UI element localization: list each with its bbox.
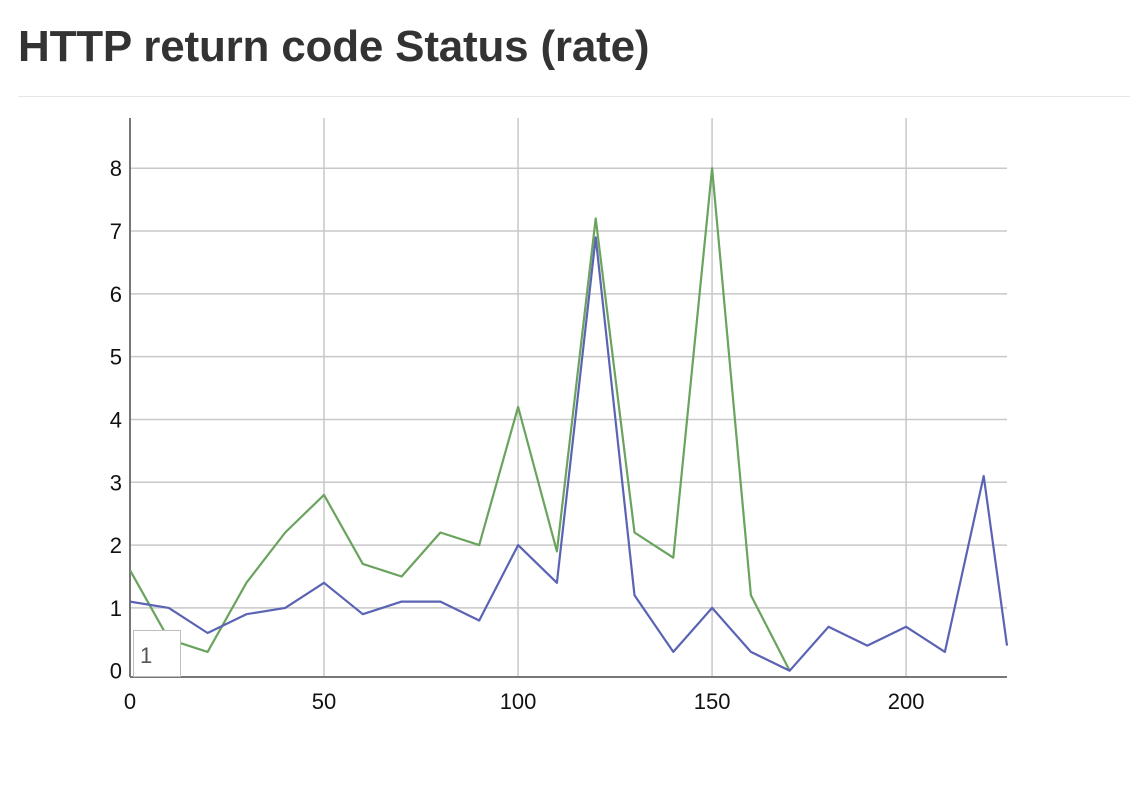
axes — [129, 118, 1007, 678]
grid — [130, 118, 1007, 677]
x-tick-label: 50 — [312, 689, 336, 714]
y-tick-label: 6 — [110, 282, 122, 307]
x-tick-label: 150 — [694, 689, 731, 714]
series-line-2 — [130, 236, 1009, 672]
x-tick-label: 100 — [500, 689, 537, 714]
y-tick-label: 1 — [110, 596, 122, 621]
y-tick-label: 4 — [110, 407, 122, 432]
legend-label: 1 — [140, 643, 153, 668]
title-divider — [18, 96, 1130, 97]
series — [130, 167, 1009, 672]
y-tick-label: 8 — [110, 156, 122, 181]
y-tick-label: 2 — [110, 533, 122, 558]
y-tick-label: 0 — [110, 659, 122, 684]
y-tick-label: 5 — [110, 345, 122, 370]
page-title: HTTP return code Status (rate) — [18, 22, 650, 71]
legend: 1 — [133, 630, 181, 677]
series-line-1 — [130, 167, 791, 672]
y-tick-label: 7 — [110, 219, 122, 244]
x-tick-label: 0 — [124, 689, 136, 714]
x-tick-label: 200 — [888, 689, 925, 714]
y-tick-label: 3 — [110, 470, 122, 495]
